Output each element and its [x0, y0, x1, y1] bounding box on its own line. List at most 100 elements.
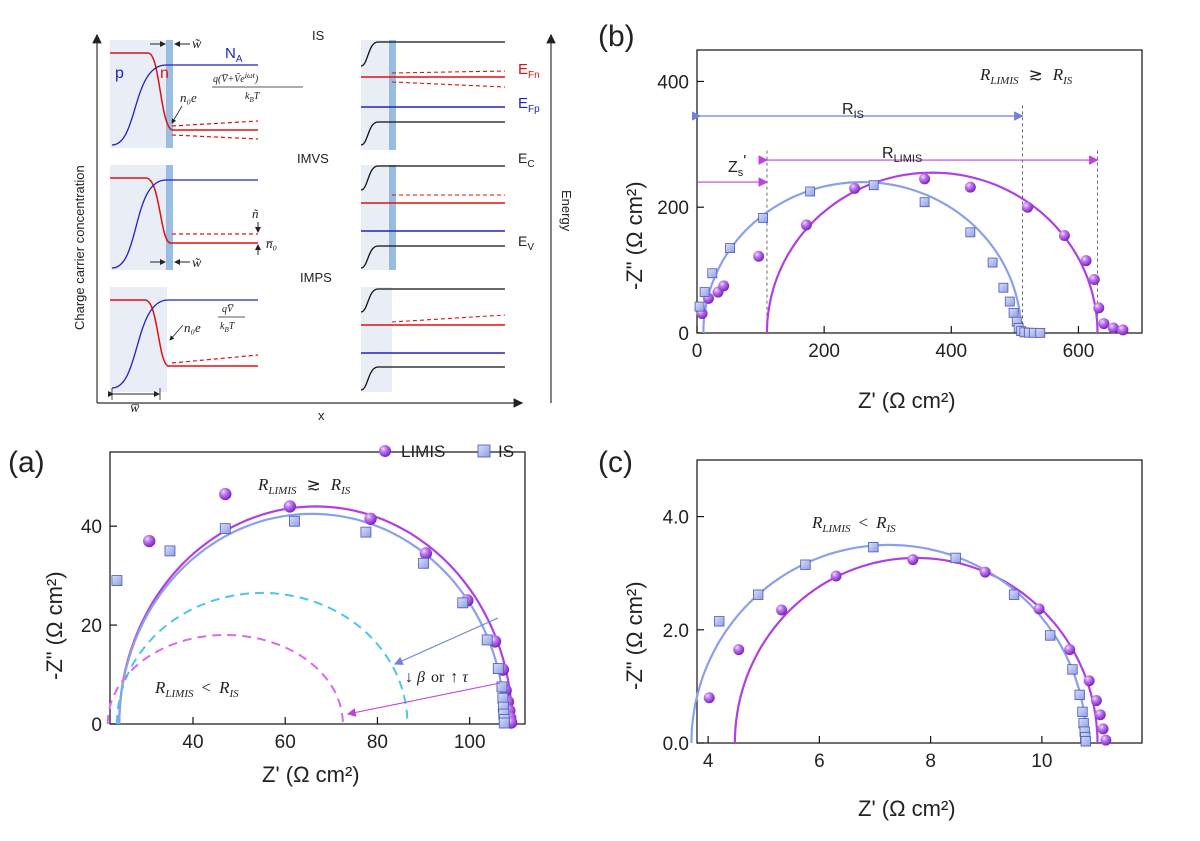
x-axis-label-b: Z' (Ω cm²)	[858, 388, 956, 413]
is-point	[868, 180, 879, 191]
x-tick-label: 600	[1063, 341, 1095, 362]
limis-point	[1107, 322, 1119, 334]
is-point	[753, 589, 764, 600]
n-label: n	[160, 65, 169, 82]
legend-limis-marker	[379, 445, 391, 457]
y-tick-label: 20	[81, 616, 102, 637]
plot-frame-a	[109, 451, 526, 725]
is-point	[219, 523, 231, 535]
x-tick-label: 200	[808, 341, 840, 362]
imps-formula-num: qV̅	[222, 304, 235, 315]
ticks-c: 4 6 8 10 0.0 2.0 4.0	[663, 508, 1053, 772]
is-formula-prefix: n₀e	[180, 90, 197, 105]
p-label: p	[115, 65, 124, 82]
is-point	[758, 213, 769, 223]
chart-panel-c: 4 6 8 10 0.0 2.0 4.0 Z' (Ω cm²) -Z" (Ω cm²) RL…	[622, 459, 1143, 821]
na-label: NA	[225, 45, 243, 65]
imps-band-diagram	[360, 287, 506, 392]
is-point	[457, 597, 469, 609]
is-point	[1045, 630, 1056, 641]
limis-point	[1090, 695, 1102, 707]
x-tick-label: 40	[182, 732, 203, 753]
plot-frame-c	[696, 459, 1143, 744]
limis-point	[1100, 734, 1112, 746]
n-tilde-label: ñ	[252, 206, 259, 221]
is-point	[694, 301, 705, 312]
limis-point	[964, 181, 976, 193]
limis-point	[718, 280, 730, 292]
row-label-imps: IMPS	[300, 270, 332, 285]
is-point	[164, 545, 176, 557]
points-c	[703, 542, 1112, 747]
limis-point	[364, 512, 377, 525]
legend-is-marker	[477, 444, 491, 458]
annotation-b-approx: RLIMIS ≳ RIS	[979, 65, 1073, 87]
points-b	[694, 173, 1129, 338]
is-point	[1004, 296, 1015, 307]
annotation-a-less: RLIMIS < RIS	[154, 678, 239, 700]
is-point	[498, 717, 510, 729]
x-tick-label: 10	[1031, 751, 1052, 772]
x-axis-label-c: Z' (Ω cm²)	[858, 796, 956, 821]
limis-point	[1083, 675, 1095, 687]
limis-fit-curve	[118, 505, 514, 725]
y-tick-label: 40	[81, 517, 102, 538]
chart-panel-a: 40 60 80 100 0 20 40 Z' (Ω cm²) -Z" (Ω cm²) LI…	[42, 442, 526, 787]
is-point	[714, 616, 725, 627]
panel-label-a: (a)	[8, 446, 45, 479]
x-tick-label: 8	[925, 751, 936, 772]
is-point	[289, 515, 300, 527]
is-point	[950, 552, 961, 564]
limis-point	[830, 570, 842, 582]
limis-point	[142, 534, 156, 548]
arrow-limis-to-magenta	[346, 682, 501, 717]
is-fit-curve	[690, 543, 1088, 744]
is-point	[418, 557, 429, 569]
limis-point	[849, 182, 861, 194]
x-tick-label: 4	[703, 751, 714, 772]
x-tick-label: 0	[692, 341, 703, 362]
is-point	[800, 559, 811, 570]
guides-b	[691, 105, 1099, 333]
dashed-fit-curve	[115, 591, 409, 725]
y-tick-label: 4.0	[663, 508, 689, 529]
n0-bar-label: n̅₀	[266, 236, 277, 251]
x-tick-label: 60	[275, 732, 296, 753]
limis-point	[1080, 255, 1092, 267]
is-point	[1008, 307, 1019, 318]
annotation-c-less: RLIMIS < RIS	[811, 513, 896, 535]
is-point	[699, 287, 710, 298]
limis-point	[1098, 318, 1110, 330]
limis-point	[219, 487, 232, 501]
is-band-diagram	[360, 40, 506, 150]
is-point	[987, 257, 998, 268]
is-point	[1077, 706, 1088, 718]
limis-point	[907, 554, 919, 566]
x-tick-label: 400	[935, 341, 967, 362]
limis-point	[283, 500, 297, 513]
panel-label-b: (b)	[598, 20, 635, 53]
annotation-a-approx: RLIMIS ≳ RIS	[257, 475, 351, 497]
panel-label-c: (c)	[598, 446, 633, 479]
is-point	[1008, 589, 1020, 600]
imps-formula-prefix: n₀e	[184, 320, 201, 335]
limis-point	[1033, 603, 1045, 615]
energy-label: Energy	[559, 190, 574, 232]
is-point	[492, 663, 504, 675]
curves-c	[690, 543, 1099, 744]
limis-point	[919, 173, 931, 185]
is-point	[497, 692, 509, 704]
ev-label: EV	[518, 233, 534, 253]
limis-point	[703, 692, 715, 704]
ec-label: EC	[518, 150, 535, 170]
dashed-fit-curve	[106, 633, 344, 725]
schematic-xlabel: x	[318, 408, 325, 423]
y-tick-label: 400	[657, 72, 689, 93]
ticks-b: 0 200 400 600 0 200 400	[657, 72, 1094, 362]
ticks-a: 40 60 80 100 0 20 40	[81, 517, 486, 753]
is-point	[1078, 718, 1089, 729]
x-tick-label: 6	[814, 751, 825, 772]
x-axis-label-a: Z' (Ω cm²)	[262, 762, 360, 787]
y-axis-label-a: -Z" (Ω cm²)	[42, 571, 67, 680]
imps-formula-den: kBT	[220, 321, 236, 334]
